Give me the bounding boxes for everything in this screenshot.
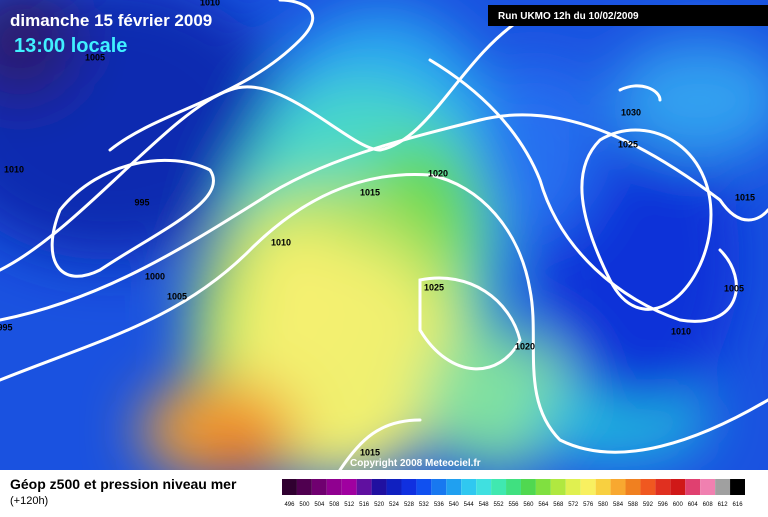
legend-label: 500 — [299, 502, 310, 508]
legend-label: 604 — [688, 502, 699, 508]
legend-swatch — [640, 479, 656, 495]
legend-swatch — [416, 479, 432, 495]
date-line: dimanche 15 février 2009 — [10, 11, 212, 30]
time-line: 13:00 locale — [14, 35, 127, 57]
legend-label: 560 — [523, 502, 534, 508]
field — [0, 0, 768, 470]
legend-label: 616 — [733, 502, 744, 508]
legend-swatch — [371, 479, 387, 495]
legend-label: 572 — [568, 502, 579, 508]
isobar-label: 1010 — [4, 164, 24, 174]
isobar-label: 1020 — [428, 168, 448, 178]
legend-label: 540 — [449, 502, 460, 508]
isobar-label: 995 — [0, 322, 13, 332]
isobar-label: 995 — [134, 197, 149, 207]
isobar-label: 1010 — [200, 0, 220, 7]
legend-label: 568 — [553, 502, 564, 508]
legend-swatch — [461, 479, 477, 495]
legend-label: 524 — [389, 502, 400, 508]
legend-label: 576 — [583, 502, 594, 508]
legend-swatch — [491, 479, 507, 495]
legend-swatch — [715, 479, 731, 495]
legend-label: 512 — [344, 502, 355, 508]
legend-label: 596 — [658, 502, 669, 508]
isobar-label: 1010 — [271, 237, 291, 247]
legend-swatch — [506, 479, 521, 495]
legend-label: 612 — [718, 502, 729, 508]
legend-label: 592 — [643, 502, 654, 508]
legend-label: 516 — [359, 502, 370, 508]
legend-swatch — [446, 479, 462, 495]
legend-label: 544 — [464, 502, 475, 508]
isobar-label: 1015 — [735, 192, 755, 202]
legend-label: 532 — [419, 502, 430, 508]
isobar-label: 1015 — [360, 187, 380, 197]
isobar-label: 1015 — [360, 447, 380, 457]
legend-label: 584 — [613, 502, 624, 508]
legend-swatch — [730, 479, 745, 495]
legend-swatch — [550, 479, 566, 495]
legend-swatch — [401, 479, 417, 495]
legend-swatch — [610, 479, 626, 495]
isobar-label: 1010 — [671, 326, 691, 336]
legend-label: 520 — [374, 502, 385, 508]
legend-label: 564 — [538, 502, 549, 508]
run-box — [488, 5, 768, 26]
legend-swatch — [326, 479, 342, 495]
legend-swatch — [625, 479, 641, 495]
legend-label: 536 — [434, 502, 445, 508]
legend-swatch — [685, 479, 701, 495]
legend-swatch — [356, 479, 372, 495]
legend-label: 496 — [284, 502, 295, 508]
legend-label: 556 — [508, 502, 519, 508]
legend-label: 588 — [628, 502, 639, 508]
legend-swatch — [670, 479, 686, 495]
legend-swatch — [282, 479, 297, 495]
legend-label: 508 — [329, 502, 340, 508]
legend-swatch — [476, 479, 492, 495]
legend-label: 504 — [314, 502, 325, 508]
isobar-label: 1005 — [724, 283, 744, 293]
legend-label: 600 — [673, 502, 684, 508]
legend-swatch — [520, 479, 536, 495]
legend-swatch — [655, 479, 671, 495]
isobar-label: 1005 — [85, 52, 105, 62]
legend-label: 552 — [494, 502, 505, 508]
isobar-label: 1005 — [167, 291, 187, 301]
legend-swatch — [535, 479, 551, 495]
run-info: Run UKMO 12h du 10/02/2009 — [498, 11, 639, 22]
isobar-label: 1030 — [621, 107, 641, 117]
isobar-label: 1000 — [145, 271, 165, 281]
legend-swatch — [580, 479, 596, 495]
legend-swatch — [431, 479, 447, 495]
legend-label: 528 — [404, 502, 415, 508]
legend-label: 608 — [703, 502, 714, 508]
legend-label: 548 — [479, 502, 490, 508]
legend-swatch — [296, 479, 312, 495]
footer-title: Géop z500 et pression niveau mer — [10, 476, 237, 492]
isobar-label: 1025 — [618, 139, 638, 149]
isobar-label: 1025 — [424, 282, 444, 292]
legend-swatch — [311, 479, 327, 495]
copyright: Copyright 2008 Meteociel.fr — [350, 458, 481, 469]
legend-swatch — [386, 479, 402, 495]
isobar-label: 1020 — [515, 341, 535, 351]
legend-label: 580 — [598, 502, 609, 508]
legend: 496 500 504 508 512 516 520 524 528 532 536 540 544 5… — [282, 479, 745, 508]
legend-swatch — [595, 479, 611, 495]
legend-swatch — [700, 479, 716, 495]
legend-swatch — [341, 479, 357, 495]
footer-subtitle: (+120h) — [10, 495, 48, 507]
legend-swatch — [565, 479, 581, 495]
